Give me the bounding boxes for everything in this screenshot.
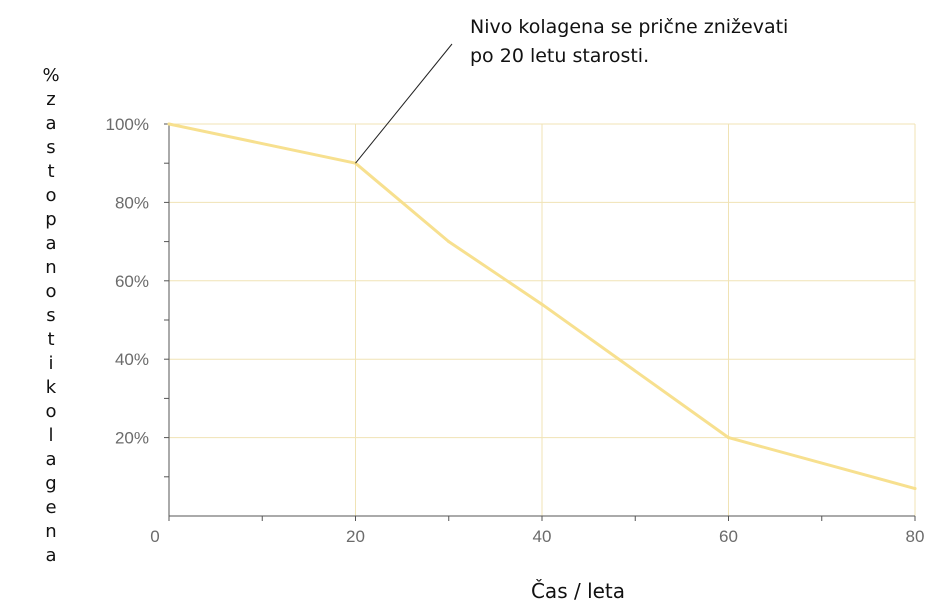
annotation-line-1: Nivo kolagena se prične zniževati [470,16,788,38]
y-label-char: a [45,449,56,470]
y-label-char: o [45,185,56,206]
y-label-char: k [46,377,57,398]
x-tick-label: 0 [150,527,159,546]
y-label-char: e [45,497,56,518]
x-axis-label: Čas / leta [531,579,625,603]
annotation-leader-line [355,43,453,164]
data-point [913,487,917,491]
y-label-char: i [48,353,53,374]
x-tick-label: 60 [719,527,738,546]
y-tick-label: 60% [115,272,149,291]
y-tick-label: 20% [115,429,149,448]
y-label-char: o [45,401,56,422]
y-label-char: g [45,473,56,494]
y-label-char: n [45,521,56,542]
axes [164,123,916,521]
y-tick-label: 40% [115,350,149,369]
data-point [167,122,171,126]
data-point [727,436,730,440]
y-label-char: l [48,425,53,446]
y-label-char: s [46,137,55,158]
data-point [540,302,544,306]
data-point [447,240,451,244]
y-label-char: a [45,545,56,566]
y-label-char: a [45,233,56,254]
x-tick-label: 20 [346,527,365,546]
grid-lines [169,123,916,516]
y-label-char: % [42,65,59,86]
y-label-char: t [47,329,54,350]
y-tick-label: 100% [106,115,149,134]
y-label-char: o [45,281,56,302]
y-label-char: a [45,113,56,134]
y-label-char: s [46,305,55,326]
series-line [167,122,917,491]
annotation-line-2: po 20 letu starosti. [470,45,649,67]
tick-labels: 20% 40% 60% 80% 100% 0 20 40 60 80 [106,115,925,546]
y-label-char: p [45,209,56,230]
y-label-char: n [45,257,56,278]
y-label-char: t [47,161,54,182]
x-tick-label: 80 [906,527,925,546]
y-label-char: z [46,89,55,110]
y-tick-label: 80% [115,193,149,212]
annotation: Nivo kolagena se prične zniževati po 20 … [355,16,788,164]
x-tick-label: 40 [533,527,552,546]
